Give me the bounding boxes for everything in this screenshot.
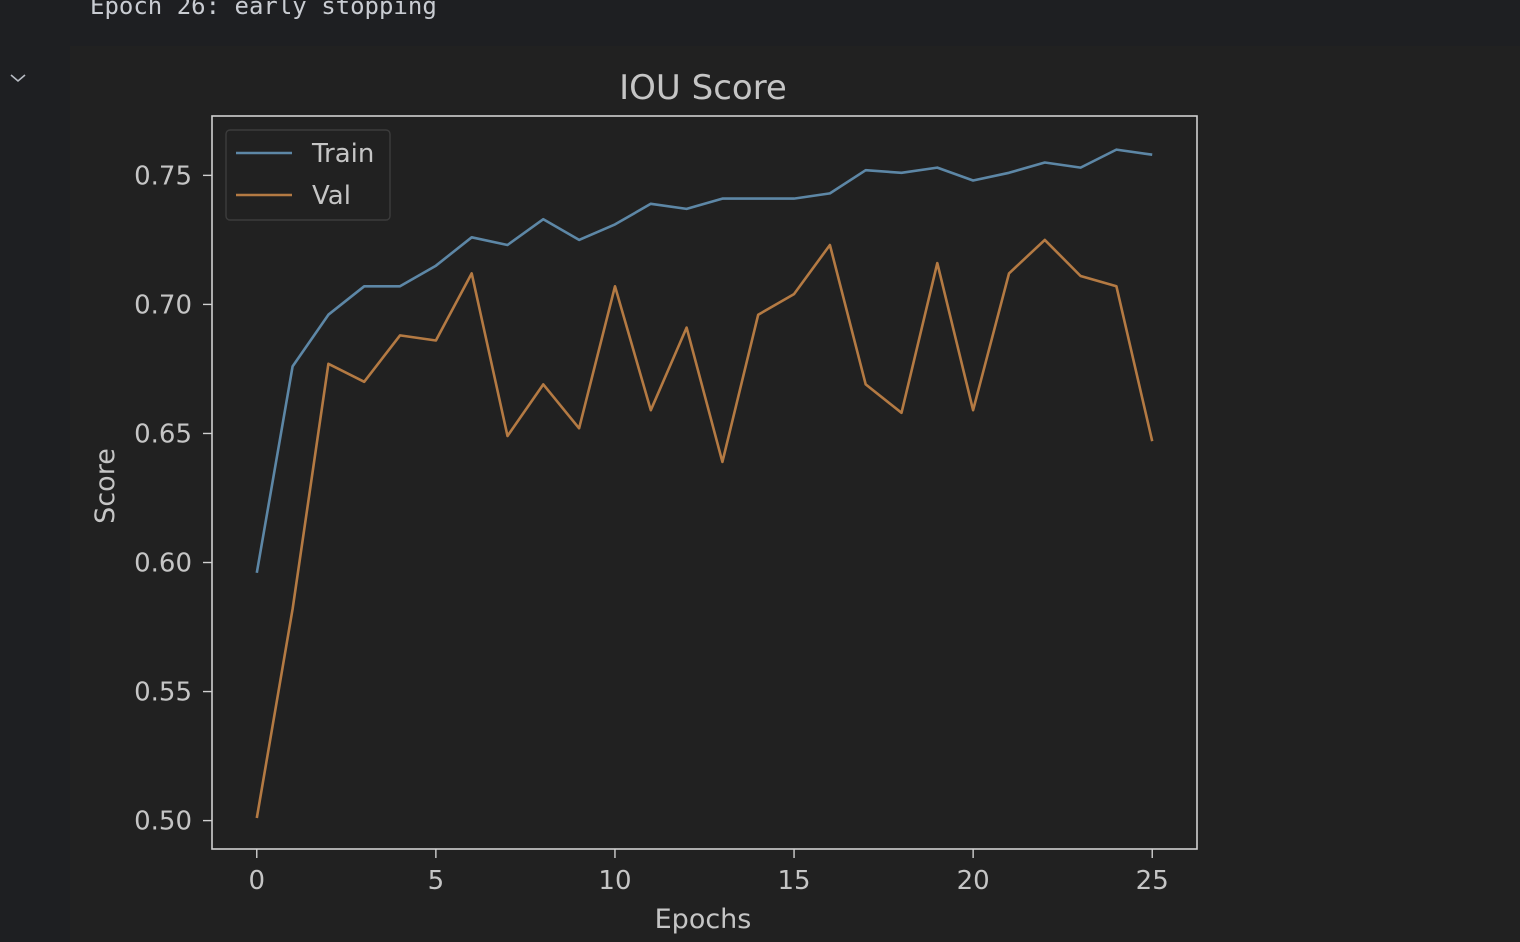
plot-frame [211, 115, 1198, 850]
x-axis-label: Epochs [655, 904, 752, 935]
y-axis-label: Score [90, 448, 121, 524]
legend-label-val: Val [312, 181, 351, 211]
y-tick-label: 0.70 [134, 290, 192, 320]
y-tick-label: 0.50 [134, 807, 192, 837]
y-tick-label: 0.55 [134, 678, 192, 708]
y-tick-label: 0.60 [134, 549, 192, 579]
y-tick-label: 0.65 [134, 419, 192, 449]
x-tick-label: 10 [598, 866, 631, 896]
chevron-down-icon[interactable] [6, 66, 30, 90]
series-line-train [255, 148, 1153, 574]
x-tick-label: 15 [777, 866, 810, 896]
y-tick-label: 0.75 [134, 161, 192, 191]
legend-label-train: Train [311, 139, 374, 169]
series-line-val [255, 238, 1154, 819]
x-tick-label: 0 [248, 866, 265, 896]
console-log-line: Epoch 26: early stopping [90, 0, 437, 20]
x-tick-label: 20 [957, 866, 990, 896]
x-tick-label: 5 [428, 866, 445, 896]
chart-title: IOU Score [619, 68, 787, 108]
x-tick-label: 25 [1136, 866, 1169, 896]
